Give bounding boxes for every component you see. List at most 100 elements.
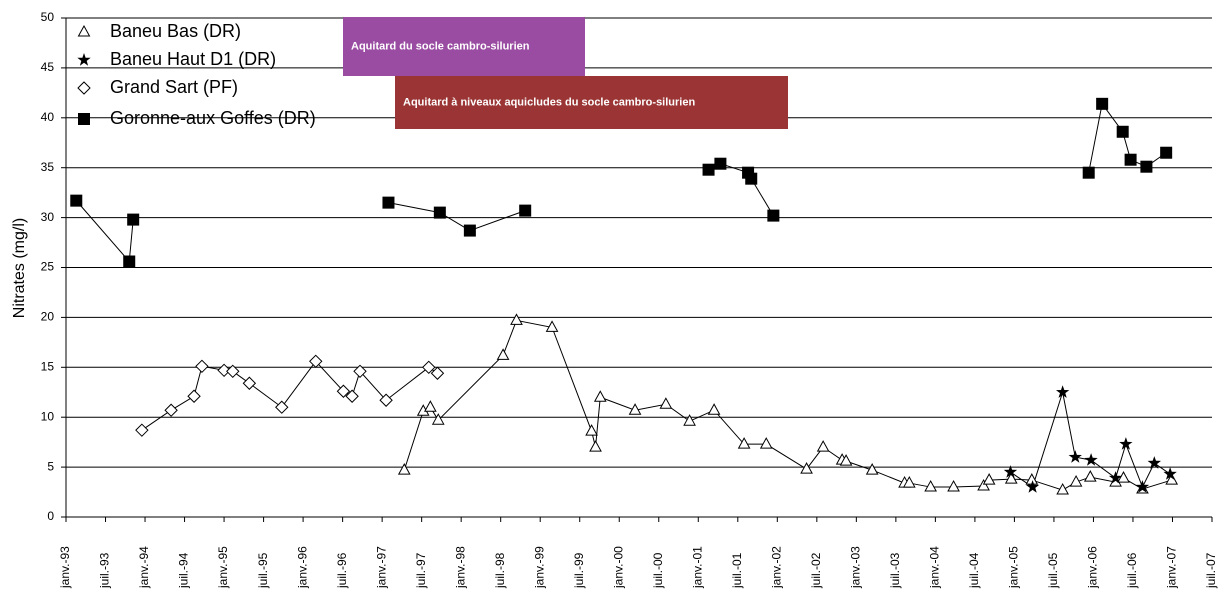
data-point bbox=[1140, 160, 1153, 173]
legend-label: Baneu Haut D1 (DR) bbox=[110, 49, 276, 69]
data-point bbox=[496, 348, 510, 360]
data-point bbox=[1069, 475, 1083, 487]
data-point bbox=[982, 473, 996, 485]
data-point bbox=[242, 376, 257, 390]
x-tick-label: janv.-03 bbox=[849, 546, 863, 589]
data-point bbox=[123, 255, 136, 268]
x-tick-label: janv.-00 bbox=[611, 546, 625, 589]
data-point bbox=[431, 413, 445, 425]
data-point bbox=[1163, 467, 1177, 480]
legend-label: Baneu Bas (DR) bbox=[110, 21, 241, 41]
y-axis-label: Nitrates (mg/l) bbox=[11, 218, 28, 318]
x-tick-label: janv.-94 bbox=[137, 546, 151, 589]
data-point bbox=[379, 393, 393, 407]
x-tick-label: janv.-95 bbox=[216, 546, 230, 589]
data-point bbox=[1116, 125, 1129, 138]
annotation-text: Aquitard du socle cambro-silurien bbox=[351, 40, 530, 52]
y-tick-label: 40 bbox=[41, 110, 55, 124]
data-point bbox=[865, 463, 879, 475]
data-point bbox=[135, 423, 149, 437]
x-tick-label: janv.-04 bbox=[928, 546, 942, 589]
x-tick-label: janv.-96 bbox=[295, 546, 309, 589]
legend-marker bbox=[77, 24, 91, 37]
data-point bbox=[839, 454, 853, 466]
data-point bbox=[275, 400, 289, 414]
x-tick-label: juil.-97 bbox=[414, 552, 428, 589]
x-tick-label: janv.-06 bbox=[1086, 546, 1100, 589]
data-point bbox=[816, 440, 830, 452]
y-tick-label: 10 bbox=[41, 409, 55, 423]
x-tick-label: janv.-02 bbox=[769, 546, 783, 589]
data-point bbox=[463, 224, 476, 237]
data-point bbox=[1056, 385, 1070, 398]
y-tick-label: 50 bbox=[41, 10, 55, 24]
x-tick-label: juil.-03 bbox=[888, 552, 902, 589]
data-point bbox=[1096, 97, 1109, 110]
x-tick-label: janv.-97 bbox=[374, 546, 388, 589]
data-point bbox=[336, 384, 351, 398]
data-point bbox=[422, 360, 436, 375]
data-point bbox=[767, 209, 780, 222]
y-tick-label: 25 bbox=[41, 260, 55, 274]
x-tick-label: juil.-93 bbox=[98, 552, 112, 589]
data-point bbox=[1082, 166, 1095, 179]
x-tick-label: janv.-01 bbox=[690, 546, 704, 589]
data-point bbox=[1147, 456, 1161, 469]
y-tick-label: 5 bbox=[47, 459, 54, 473]
annotation-text: Aquitard à niveaux aquicludes du socle c… bbox=[403, 96, 695, 108]
legend-marker bbox=[77, 53, 91, 66]
x-tick-label: janv.-05 bbox=[1007, 546, 1021, 589]
legend-label: Grand Sart (PF) bbox=[110, 77, 238, 97]
data-point bbox=[759, 437, 773, 449]
data-point bbox=[1004, 472, 1018, 484]
data-point bbox=[127, 213, 140, 226]
data-point bbox=[1084, 453, 1098, 466]
data-point bbox=[70, 194, 83, 207]
data-point bbox=[1068, 450, 1082, 463]
data-point bbox=[353, 364, 367, 378]
y-tick-label: 45 bbox=[41, 60, 55, 74]
data-point bbox=[187, 389, 201, 403]
data-point bbox=[164, 403, 178, 417]
x-tick-label: janv.-93 bbox=[58, 546, 72, 589]
data-point bbox=[217, 363, 231, 378]
data-point bbox=[800, 462, 813, 474]
x-tick-label: janv.-98 bbox=[453, 546, 467, 589]
y-tick-label: 20 bbox=[41, 310, 55, 324]
x-tick-label: juil.-96 bbox=[335, 552, 349, 589]
data-point bbox=[345, 389, 359, 403]
data-point bbox=[714, 157, 727, 170]
data-point bbox=[1056, 483, 1069, 495]
data-point bbox=[707, 403, 721, 415]
x-tick-label: juil.-94 bbox=[177, 552, 191, 589]
legend-label: Goronne-aux Goffes (DR) bbox=[110, 108, 316, 128]
data-point bbox=[430, 366, 445, 380]
data-point bbox=[382, 196, 395, 209]
data-point bbox=[1119, 437, 1133, 450]
y-tick-label: 15 bbox=[41, 359, 55, 373]
data-point bbox=[593, 390, 607, 402]
x-tick-label: janv.-07 bbox=[1165, 546, 1179, 589]
x-tick-label: juil.-99 bbox=[572, 552, 586, 589]
legend-marker bbox=[77, 81, 91, 95]
series-line bbox=[1010, 392, 1171, 489]
data-point bbox=[737, 437, 751, 449]
annotation-box bbox=[343, 17, 585, 76]
series-line bbox=[141, 360, 438, 431]
data-point bbox=[702, 163, 715, 176]
data-point bbox=[397, 463, 411, 475]
data-point bbox=[1135, 480, 1150, 493]
annotation-box bbox=[395, 76, 788, 129]
data-point bbox=[1160, 146, 1173, 159]
series-line bbox=[403, 319, 1172, 491]
x-tick-label: juil.-01 bbox=[730, 552, 744, 589]
data-point bbox=[1117, 471, 1130, 483]
x-tick-label: juil.-95 bbox=[256, 552, 270, 589]
y-tick-label: 0 bbox=[47, 509, 54, 523]
data-point bbox=[1124, 153, 1137, 166]
data-point bbox=[902, 476, 916, 488]
data-point bbox=[1165, 473, 1179, 485]
x-tick-label: juil.-00 bbox=[651, 552, 665, 589]
data-point bbox=[947, 480, 960, 492]
